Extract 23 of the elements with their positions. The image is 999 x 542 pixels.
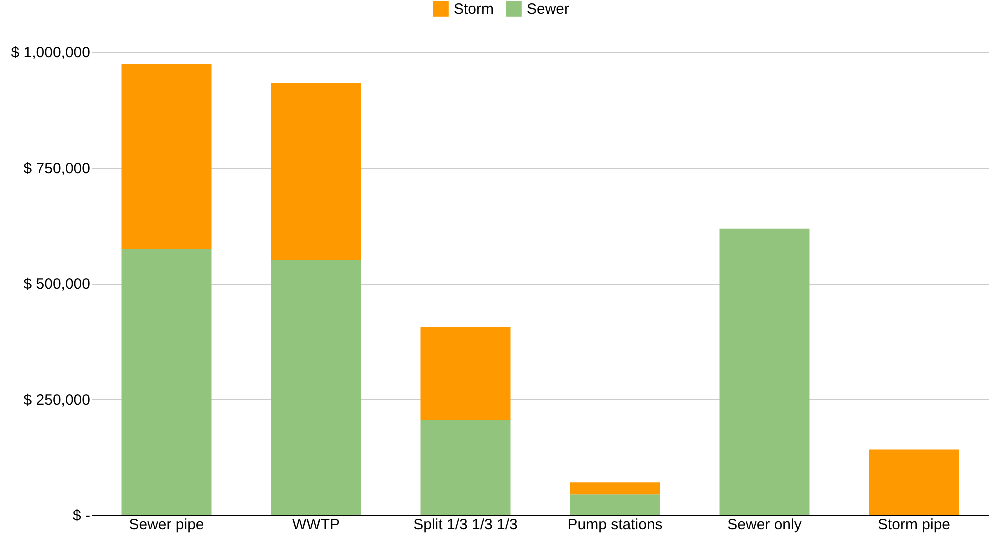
x-tick-label: Sewer pipe [129,516,204,534]
x-tick-label: WWTP [292,516,340,534]
bar [271,83,362,260]
x-tick-label: Sewer only [728,516,802,534]
x-tick-label: Storm pipe [878,516,951,534]
y-tick-label: $ 750,000 [24,160,90,178]
bar [271,260,362,515]
y-tick-label: $ - [72,508,90,524]
x-tick-label: Pump stations [568,516,663,534]
legend-label: Storm [454,1,494,18]
bar [720,228,810,515]
bar [869,450,960,515]
bar [420,327,511,421]
legend-label: Sewer [527,1,570,18]
x-tick-label: Split 1/3 1/3 1/3 [414,516,518,534]
bar [570,494,660,515]
y-tick-label: $ 1,000,000 [11,44,90,62]
bar [122,249,212,515]
bar [570,482,660,495]
bar [420,420,511,515]
bar [122,64,212,250]
y-tick-label: $ 500,000 [24,276,90,293]
y-tick-label: $ 250,000 [24,392,90,409]
